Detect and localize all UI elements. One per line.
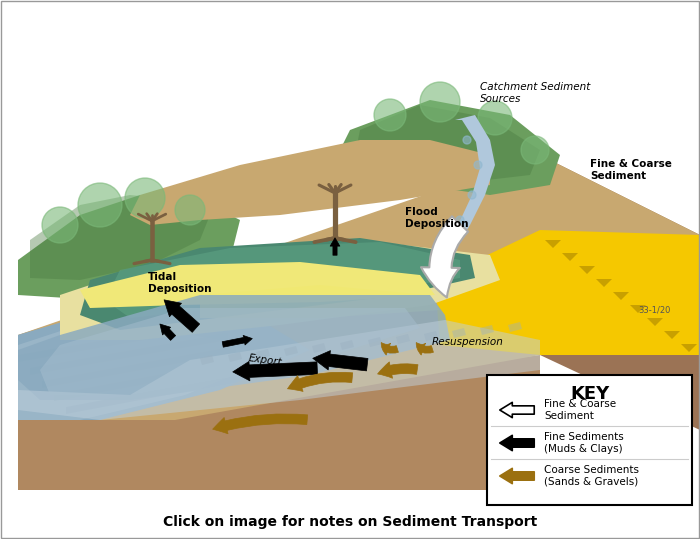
Polygon shape xyxy=(105,242,460,318)
FancyArrowPatch shape xyxy=(500,436,534,451)
Text: Tidal
Deposition: Tidal Deposition xyxy=(148,272,211,294)
Polygon shape xyxy=(562,253,578,261)
FancyArrowPatch shape xyxy=(500,402,534,418)
Text: Flood
Deposition: Flood Deposition xyxy=(405,207,468,229)
Polygon shape xyxy=(60,240,500,340)
Polygon shape xyxy=(18,302,310,420)
Text: Coarse Sediments
(Sands & Gravels): Coarse Sediments (Sands & Gravels) xyxy=(544,465,639,487)
Polygon shape xyxy=(80,262,435,308)
Circle shape xyxy=(521,136,549,164)
Polygon shape xyxy=(30,333,228,375)
Circle shape xyxy=(478,101,512,135)
Polygon shape xyxy=(613,292,629,300)
FancyArrowPatch shape xyxy=(288,372,353,391)
FancyArrowPatch shape xyxy=(377,362,418,378)
FancyArrowPatch shape xyxy=(160,324,176,340)
Polygon shape xyxy=(545,240,561,248)
FancyArrowPatch shape xyxy=(421,216,468,298)
Text: Catchment Sediment
Sources: Catchment Sediment Sources xyxy=(480,82,590,103)
Polygon shape xyxy=(42,346,236,388)
Polygon shape xyxy=(18,300,175,390)
Text: Fine Sediments
(Muds & Clays): Fine Sediments (Muds & Clays) xyxy=(544,432,624,454)
Polygon shape xyxy=(80,238,475,330)
Polygon shape xyxy=(18,295,450,400)
Polygon shape xyxy=(30,195,210,280)
Text: Export: Export xyxy=(248,353,283,367)
Circle shape xyxy=(125,178,165,218)
FancyArrowPatch shape xyxy=(416,342,433,355)
Polygon shape xyxy=(130,140,490,225)
Polygon shape xyxy=(355,105,540,182)
Polygon shape xyxy=(18,285,175,420)
Polygon shape xyxy=(596,279,612,287)
Polygon shape xyxy=(18,155,700,420)
Polygon shape xyxy=(54,359,244,401)
Circle shape xyxy=(468,191,476,199)
Polygon shape xyxy=(396,334,410,344)
Polygon shape xyxy=(508,322,522,332)
Polygon shape xyxy=(200,355,214,365)
FancyArrowPatch shape xyxy=(164,300,200,333)
Circle shape xyxy=(374,99,406,131)
Text: Resuspension: Resuspension xyxy=(432,337,504,347)
Polygon shape xyxy=(284,346,298,356)
Polygon shape xyxy=(340,100,560,195)
Polygon shape xyxy=(452,328,466,338)
Polygon shape xyxy=(480,325,494,335)
Polygon shape xyxy=(228,352,242,362)
FancyArrowPatch shape xyxy=(213,414,308,434)
FancyArrowPatch shape xyxy=(313,350,368,371)
Circle shape xyxy=(175,195,205,225)
Polygon shape xyxy=(540,155,700,430)
Polygon shape xyxy=(312,343,326,353)
Polygon shape xyxy=(18,195,240,300)
Circle shape xyxy=(474,161,482,169)
Polygon shape xyxy=(630,305,646,313)
Polygon shape xyxy=(681,344,697,352)
Polygon shape xyxy=(200,285,440,318)
Polygon shape xyxy=(664,331,680,339)
Text: Fine & Coarse
Sediment: Fine & Coarse Sediment xyxy=(590,159,672,181)
Polygon shape xyxy=(647,318,663,326)
Text: Fine & Coarse
Sediment: Fine & Coarse Sediment xyxy=(544,399,616,421)
FancyArrowPatch shape xyxy=(382,342,398,355)
Polygon shape xyxy=(40,308,420,395)
Polygon shape xyxy=(256,349,270,359)
Circle shape xyxy=(420,82,460,122)
Polygon shape xyxy=(424,331,438,341)
Circle shape xyxy=(463,136,471,144)
Polygon shape xyxy=(368,337,382,347)
FancyArrowPatch shape xyxy=(222,335,252,347)
Polygon shape xyxy=(18,320,540,420)
Polygon shape xyxy=(340,340,354,350)
Polygon shape xyxy=(579,266,595,274)
Polygon shape xyxy=(435,230,700,355)
Polygon shape xyxy=(18,320,220,362)
FancyArrowPatch shape xyxy=(330,238,340,255)
Polygon shape xyxy=(18,355,540,490)
Circle shape xyxy=(456,216,464,224)
Circle shape xyxy=(42,207,78,243)
Polygon shape xyxy=(66,372,252,414)
Polygon shape xyxy=(430,115,495,280)
FancyArrowPatch shape xyxy=(233,362,318,381)
Text: Click on image for notes on Sediment Transport: Click on image for notes on Sediment Tra… xyxy=(163,515,537,529)
Text: KEY: KEY xyxy=(570,385,609,403)
FancyBboxPatch shape xyxy=(487,375,692,505)
Circle shape xyxy=(78,183,122,227)
FancyArrowPatch shape xyxy=(500,468,534,483)
Text: 33-1/20: 33-1/20 xyxy=(638,306,671,314)
Polygon shape xyxy=(18,318,270,420)
